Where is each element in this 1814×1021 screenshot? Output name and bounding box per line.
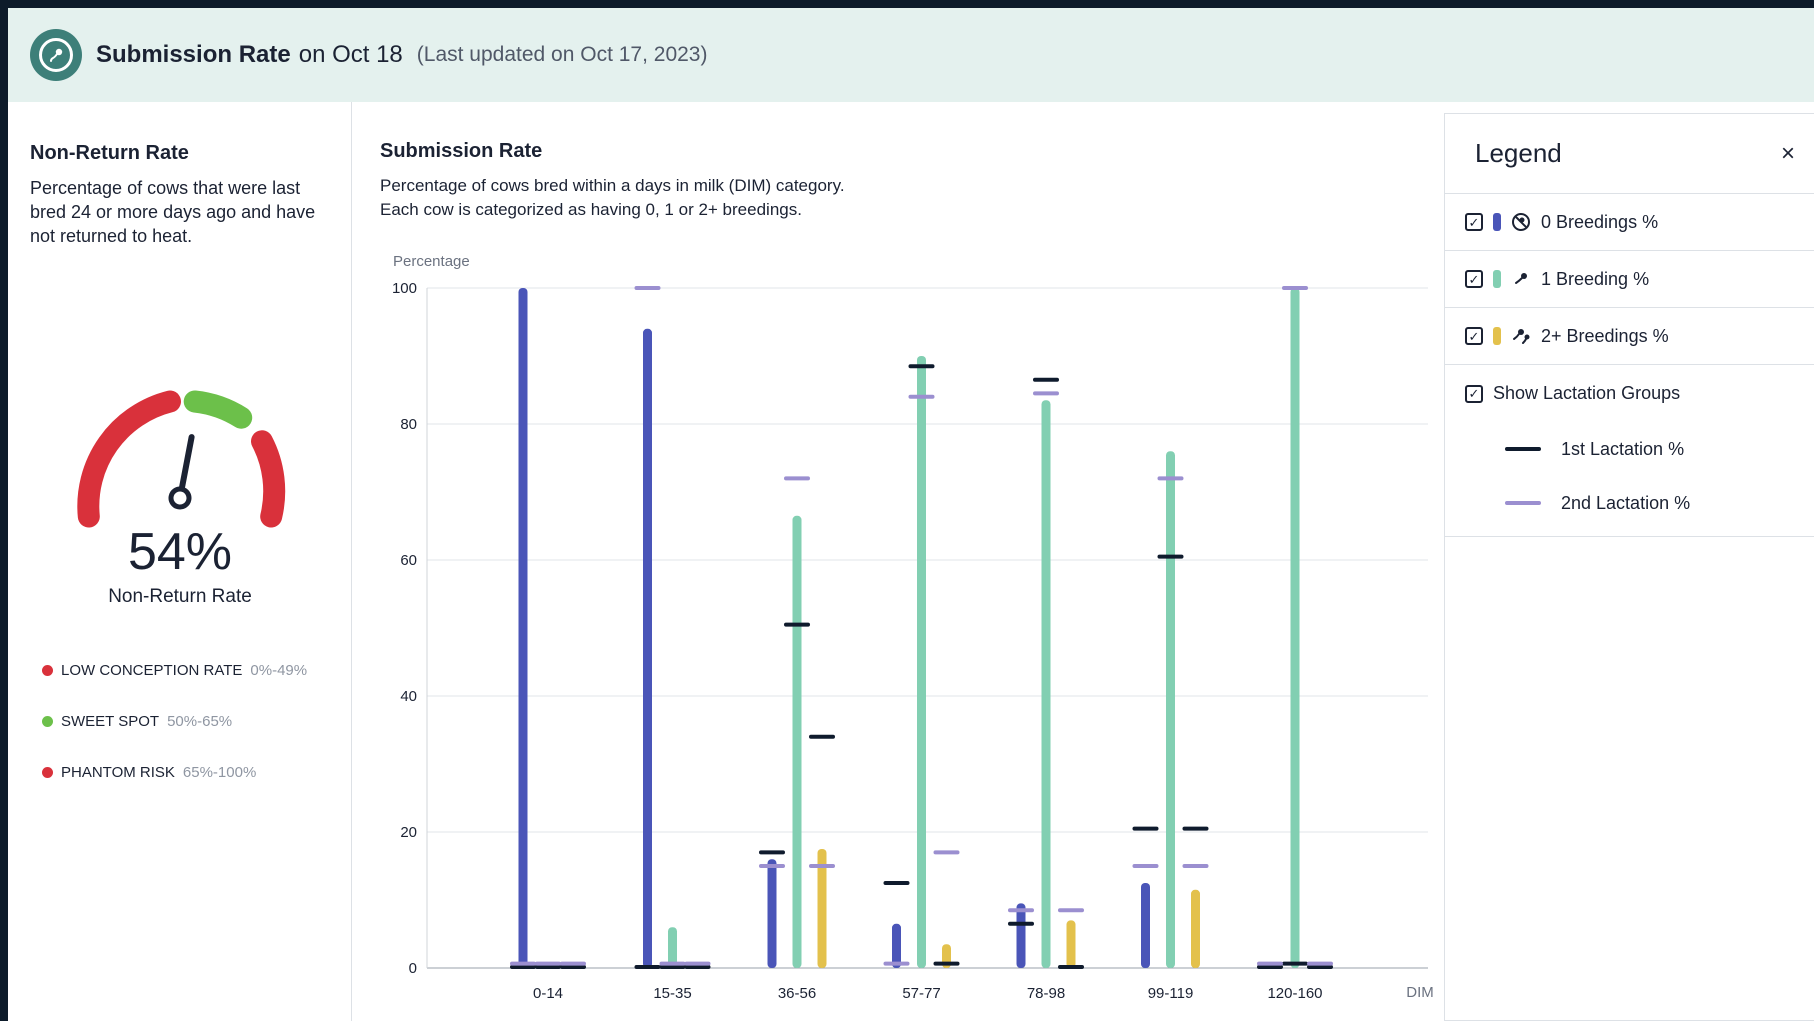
page-header: Submission Rate on Oct 18 (Last updated …: [8, 8, 1814, 102]
x-tick-label: 120-160: [1267, 985, 1322, 1002]
range-value: 0%-49%: [250, 662, 308, 679]
checkbox-checked-icon[interactable]: ✓: [1465, 213, 1483, 231]
range-name: LOW CONCEPTION RATE: [61, 662, 243, 679]
y-tick-label: 60: [400, 552, 417, 569]
status-dot-icon: [42, 665, 53, 676]
legend-item-2-breedings[interactable]: ✓ 2+ Breedings %: [1445, 308, 1814, 365]
x-axis-label: DIM: [1406, 984, 1434, 1001]
legend-panel: Legend × ✓ 0 Breedings % ✓ 1 Breeding % …: [1444, 113, 1814, 1021]
chart-description-line: Percentage of cows bred within a days in…: [380, 176, 845, 195]
bar-0: [892, 923, 901, 968]
bar-0: [518, 288, 528, 968]
range-value: 50%-65%: [167, 713, 233, 730]
checkbox-checked-icon[interactable]: ✓: [1465, 327, 1483, 345]
chart-description-line: Each cow is categorized as having 0, 1 o…: [380, 200, 802, 219]
submission-rate-chart: Percentage 0 20 40 60 80 100 0-14 15-35 36-56 57-7…: [392, 253, 1434, 1002]
bar-2: [817, 849, 827, 968]
x-tick-label: 78-98: [1027, 985, 1065, 1002]
lactation-group: ✓ Show Lactation Groups 1st Lactation % …: [1445, 365, 1814, 537]
legend-title: Legend: [1475, 138, 1562, 168]
x-tick-label: 57-77: [902, 985, 940, 1002]
bar-0: [643, 328, 652, 968]
submission-rate-panel: Submission Rate Percentage of cows bred …: [353, 102, 1438, 1021]
gauge-arc-low: [77, 390, 181, 528]
legend-label: Show Lactation Groups: [1493, 383, 1681, 403]
status-dot-icon: [42, 716, 53, 727]
chart-description: Percentage of cows bred within a days in…: [380, 174, 845, 222]
sperm-logo-icon: [39, 38, 73, 72]
double-sperm-icon: [1511, 326, 1531, 346]
line-swatch: [1505, 447, 1541, 451]
range-phantom-risk: PHANTOM RISK 65%-100%: [42, 764, 256, 781]
x-tick-label: 0-14: [533, 985, 563, 1002]
gauge-label: Non-Return Rate: [108, 586, 252, 607]
gauge-arc-phantom: [251, 430, 286, 528]
legend-label: 1 Breeding %: [1541, 268, 1650, 289]
range-sweet-spot: SWEET SPOT 50%-65%: [42, 713, 232, 730]
legend-item-1-breeding[interactable]: ✓ 1 Breeding %: [1445, 251, 1814, 308]
y-tick-label: 0: [409, 960, 417, 977]
y-tick-label: 40: [400, 688, 417, 705]
status-dot-icon: [42, 767, 53, 778]
y-tick-label: 100: [392, 280, 417, 297]
gauge-arc-sweet: [183, 390, 253, 429]
last-updated: (Last updated on Oct 17, 2023): [416, 43, 708, 66]
line-swatch: [1505, 501, 1541, 505]
panel-title: Non-Return Rate: [30, 142, 189, 164]
range-name: SWEET SPOT: [61, 713, 160, 730]
single-sperm-icon: [1511, 269, 1531, 289]
range-value: 65%-100%: [182, 764, 257, 781]
bar-1: [1290, 288, 1300, 968]
y-tick-label: 20: [400, 824, 417, 841]
bar-2: [1191, 889, 1200, 968]
checkbox-checked-icon[interactable]: ✓: [1465, 270, 1483, 288]
bar-1: [1041, 400, 1051, 968]
gauge-needle-icon: [168, 434, 195, 510]
x-tick-label: 99-119: [1148, 985, 1194, 1002]
legend-item-0-breedings[interactable]: ✓ 0 Breedings %: [1445, 194, 1814, 251]
checkbox-checked-icon[interactable]: ✓: [1465, 384, 1483, 403]
legend-item-2nd-lactation: 2nd Lactation %: [1445, 476, 1814, 530]
bar-1: [917, 356, 926, 968]
chart-title: Submission Rate: [380, 140, 543, 162]
color-swatch: [1493, 213, 1501, 231]
legend-label: 1st Lactation %: [1561, 438, 1685, 459]
bar-1: [1166, 451, 1175, 968]
bar-0: [1016, 903, 1026, 968]
y-axis-label: Percentage: [393, 253, 470, 270]
x-tick-label: 15-35: [653, 985, 691, 1002]
range-name: PHANTOM RISK: [61, 764, 175, 781]
color-swatch: [1493, 270, 1501, 288]
range-low-conception: LOW CONCEPTION RATE 0%-49%: [42, 662, 307, 679]
page-title: Submission Rate: [96, 41, 291, 68]
bar-1: [668, 927, 677, 968]
legend-item-1st-lactation: 1st Lactation %: [1445, 422, 1814, 476]
app-logo: [30, 29, 82, 81]
no-breeding-icon: [1511, 212, 1531, 232]
non-return-gauge: [77, 390, 286, 528]
bar-0: [767, 859, 777, 968]
gauge-value: 54%: [127, 523, 233, 581]
non-return-rate-panel: Non-Return Rate Percentage of cows that …: [8, 102, 352, 1021]
show-lactation-groups-toggle[interactable]: ✓ Show Lactation Groups: [1445, 365, 1814, 422]
close-icon[interactable]: ×: [1781, 140, 1796, 167]
bar-1: [792, 515, 802, 968]
legend-label: 0 Breedings %: [1541, 211, 1659, 232]
legend-label: 2nd Lactation %: [1561, 492, 1691, 513]
page-date: on Oct 18: [298, 41, 403, 68]
bar-0: [1141, 883, 1150, 968]
color-swatch: [1493, 327, 1501, 345]
y-tick-label: 80: [400, 416, 417, 433]
legend-label: 2+ Breedings %: [1541, 325, 1669, 346]
panel-description: Percentage of cows that were last bred 2…: [30, 178, 316, 246]
x-tick-label: 36-56: [778, 985, 816, 1002]
legend-header: Legend: [1445, 114, 1814, 194]
bar-2: [1066, 920, 1076, 968]
app-frame: Submission Rate on Oct 18 (Last updated …: [8, 8, 1814, 1021]
